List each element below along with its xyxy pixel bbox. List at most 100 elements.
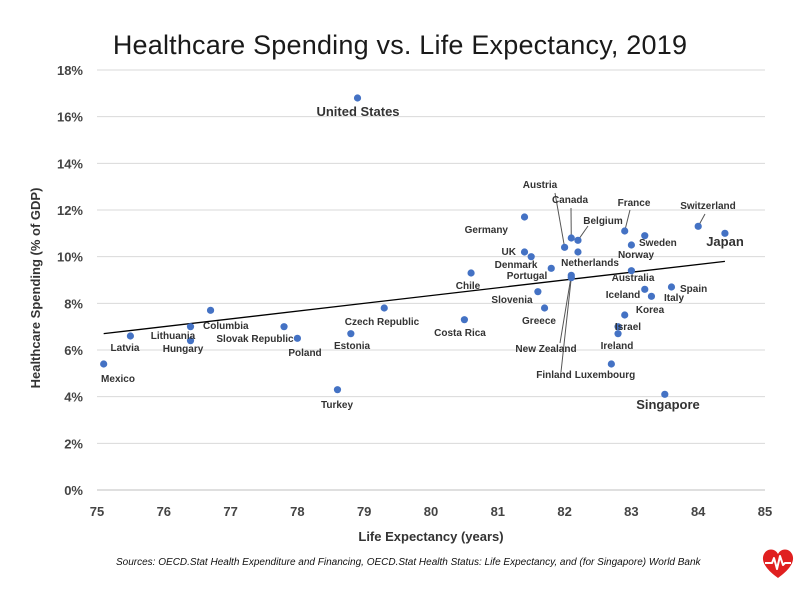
- data-point: [520, 248, 529, 256]
- data-label: Switzerland: [680, 201, 736, 212]
- data-point: [641, 232, 649, 240]
- data-label: Luxembourg: [575, 370, 636, 381]
- data-point: [460, 316, 468, 324]
- y-tick-label: 14%: [57, 156, 83, 171]
- leader-line: [624, 209, 631, 232]
- leader-line: [554, 192, 566, 248]
- data-point: [126, 332, 134, 340]
- x-tick-label: 78: [290, 504, 304, 519]
- data-label: Greece: [522, 316, 556, 327]
- data-label: Mexico: [101, 374, 135, 385]
- chart-title: Healthcare Spending vs. Life Expectancy,…: [112, 30, 688, 60]
- data-point: [534, 288, 542, 296]
- data-point: [333, 386, 342, 394]
- data-point: [186, 337, 195, 345]
- y-tick-label: 16%: [57, 110, 83, 125]
- data-label: Slovak Republic: [216, 334, 294, 345]
- data-point: [627, 267, 636, 275]
- y-axis-ticks: 0% 2% 4% 6% 8% 10% 12% 14% 16% 18%: [57, 63, 83, 498]
- x-tick-label: 80: [424, 504, 438, 519]
- trendline: [103, 260, 725, 335]
- y-tick-label: 6%: [64, 343, 83, 358]
- data-point: [607, 360, 615, 368]
- data-label: France: [618, 198, 651, 209]
- data-point: [353, 94, 362, 102]
- x-axis-title: Life Expectancy (years): [358, 529, 503, 544]
- data-point: [667, 283, 676, 291]
- data-point: [547, 264, 555, 272]
- data-point: [574, 236, 582, 244]
- data-label: Columbia: [203, 321, 249, 332]
- data-point: [527, 253, 535, 261]
- data-point: [520, 213, 529, 221]
- data-label: Czech Republic: [345, 317, 420, 328]
- data-label: Poland: [288, 348, 321, 359]
- x-tick-label: 82: [557, 504, 571, 519]
- data-point: [614, 330, 622, 338]
- x-tick-label: 77: [223, 504, 237, 519]
- source-note: Sources: OECD.Stat Health Expenditure an…: [116, 557, 701, 568]
- y-tick-label: 18%: [57, 63, 83, 78]
- data-point: [186, 323, 195, 331]
- data-label: Belgium: [583, 216, 623, 227]
- data-label: Chile: [456, 281, 481, 292]
- data-label: New Zealand: [515, 344, 576, 355]
- x-tick-label: 84: [691, 504, 706, 519]
- data-label: United States: [316, 104, 399, 119]
- x-tick-label: 79: [357, 504, 371, 519]
- data-point: [100, 360, 108, 368]
- x-tick-label: 81: [491, 504, 505, 519]
- y-tick-label: 8%: [64, 296, 83, 311]
- data-label: Finland: [536, 370, 572, 381]
- data-label: UK: [502, 247, 517, 258]
- data-label: Iceland: [606, 290, 640, 301]
- data-label: Spain: [680, 284, 707, 295]
- data-label: Singapore: [636, 397, 700, 412]
- x-tick-label: 83: [624, 504, 638, 519]
- data-point: [721, 229, 729, 237]
- data-label: Hungary: [163, 344, 204, 355]
- data-label: Ireland: [601, 341, 634, 352]
- data-label: Israel: [615, 322, 641, 333]
- data-point: [347, 330, 355, 338]
- data-point: [280, 323, 288, 331]
- data-point: [567, 234, 575, 242]
- data-label: Costa Rica: [434, 328, 486, 339]
- data-point: [694, 222, 702, 230]
- y-tick-label: 0%: [64, 483, 83, 498]
- data-point: [540, 304, 549, 312]
- data-label: Lithuania: [151, 331, 196, 342]
- y-tick-label: 4%: [64, 390, 83, 405]
- x-axis-ticks: 75 76 77 78 79 80 81 82 83 84 85: [90, 504, 772, 519]
- data-label: Norway: [618, 250, 655, 261]
- data-point: [567, 274, 575, 282]
- data-point: [293, 334, 301, 342]
- leader-line: [559, 275, 572, 344]
- data-label: Sweden: [639, 238, 677, 249]
- data-label: Canada: [552, 195, 589, 206]
- data-point: [467, 269, 475, 277]
- data-label: Netherlands: [561, 258, 619, 269]
- data-point: [614, 323, 622, 331]
- y-tick-label: 10%: [57, 250, 83, 265]
- data-label: Denmark: [495, 260, 538, 271]
- data-label: Austria: [523, 180, 558, 191]
- data-label: Portugal: [507, 271, 548, 282]
- x-tick-label: 76: [157, 504, 171, 519]
- data-label: Korea: [636, 305, 665, 316]
- leader-line: [560, 277, 572, 373]
- leader-lines: [554, 192, 706, 373]
- data-point: [647, 292, 656, 300]
- data-label: Australia: [612, 273, 655, 284]
- y-tick-label: 2%: [64, 436, 83, 451]
- data-point: [206, 306, 215, 314]
- x-tick-label: 85: [758, 504, 772, 519]
- data-point: [380, 304, 388, 312]
- data-labels: United States Mexico Latvia Lithuania Hungar…: [101, 104, 744, 412]
- heart-pulse-icon: [762, 549, 794, 578]
- y-axis-title: Healthcare Spending (% of GDP): [28, 188, 43, 389]
- data-label: Germany: [465, 225, 509, 236]
- data-label: Slovenia: [491, 295, 533, 306]
- data-label: Turkey: [321, 400, 353, 411]
